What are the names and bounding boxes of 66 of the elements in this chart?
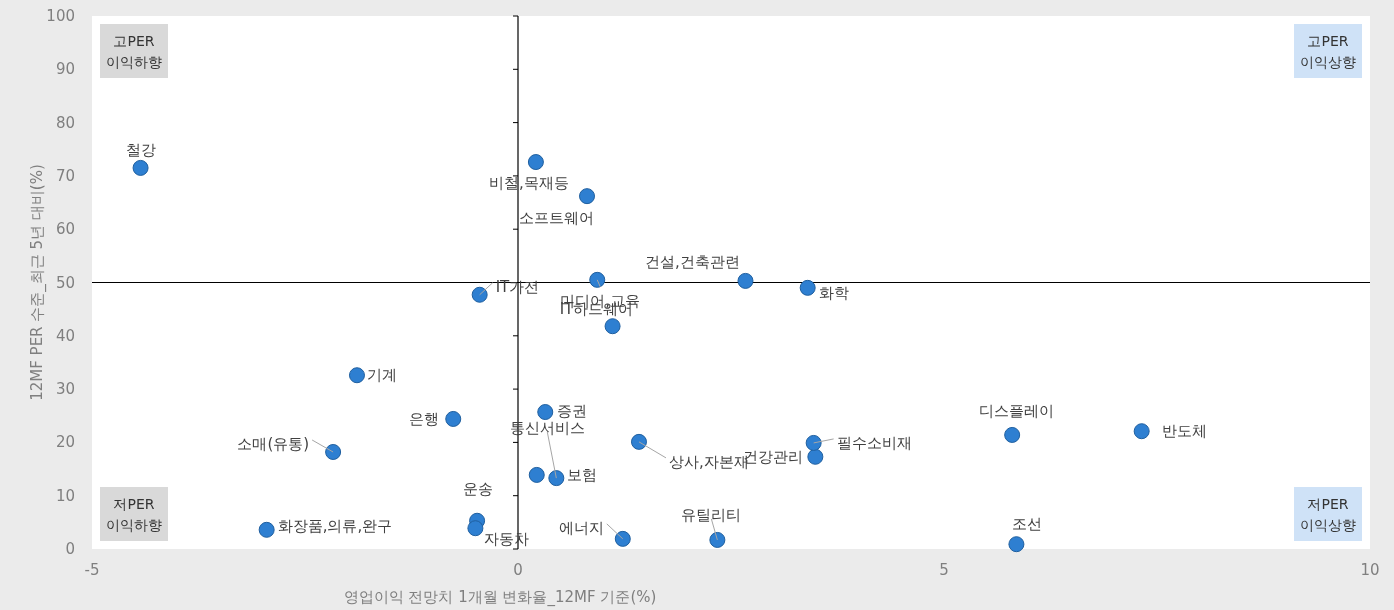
annotation: 에너지	[558, 518, 604, 537]
point	[445, 410, 462, 427]
annotation: 조선	[1012, 515, 1043, 534]
point	[799, 279, 816, 296]
point	[1008, 536, 1025, 553]
annotation: 디스플레이	[978, 401, 1054, 420]
point	[614, 530, 631, 547]
point	[467, 520, 484, 537]
y-tick-label: 0	[65, 540, 75, 558]
y-axis-title: 12MF PER 수준_최근 5년 대비(%)	[28, 164, 47, 401]
annotation: 소프트웨어	[518, 209, 594, 228]
annotation: 증권	[557, 402, 588, 421]
annotation: 저PER 이익하향	[106, 496, 162, 533]
point	[471, 286, 488, 303]
point	[1004, 426, 1021, 443]
point	[579, 188, 596, 205]
point	[132, 159, 149, 176]
annotation: 고PER 이익상향	[1300, 33, 1356, 70]
annotation: 고PER 이익하향	[106, 33, 162, 70]
y-tick-label: 100	[46, 7, 75, 25]
y-tick-label: 40	[55, 326, 75, 345]
annotation: 화학	[818, 283, 849, 302]
annotation: 반도체	[1161, 422, 1207, 441]
y-tick-label: 90	[55, 60, 75, 79]
quadrant-label: 고PER 이익하향	[100, 24, 168, 78]
point	[548, 470, 565, 487]
point	[630, 433, 647, 450]
annotation: 은행	[409, 409, 440, 428]
point	[348, 367, 365, 384]
annotation: 저PER 이익상향	[1300, 496, 1356, 533]
point	[527, 154, 544, 171]
point	[537, 404, 554, 421]
annotation: 철강	[125, 140, 156, 159]
x-tick-label: -5	[84, 561, 100, 579]
annotation: 기계	[366, 366, 397, 385]
annotation: 운송	[463, 479, 494, 498]
y-tick-label: 20	[55, 433, 75, 452]
x-tick-label: 5	[939, 561, 949, 579]
annotation: 화장품,의류,완구	[277, 516, 393, 535]
y-tick-label: 80	[55, 113, 75, 132]
annotation: 보험	[566, 465, 597, 484]
point	[258, 521, 275, 538]
annotation: 필수소비재	[836, 433, 912, 452]
point	[709, 531, 726, 548]
annotation: 유틸리티	[681, 505, 742, 524]
y-tick-label: 60	[55, 220, 75, 239]
x-tick-label: 10	[1360, 561, 1380, 579]
y-tick-label: 10	[55, 486, 75, 505]
point	[737, 272, 754, 289]
annotation: 건설,건축관련	[645, 252, 740, 271]
point	[1133, 423, 1150, 440]
point	[325, 443, 342, 460]
quadrant-label: 저PER 이익하향	[100, 487, 168, 541]
y-tick-label: 30	[55, 380, 75, 399]
quadrant-label: 저PER 이익상향	[1294, 487, 1362, 541]
x-axis-title: 영업이익 전망치 1개월 변화율_12MF 기준(%)	[343, 588, 657, 607]
quadrant-label: 고PER 이익상향	[1294, 24, 1362, 78]
point	[528, 466, 545, 483]
point	[805, 434, 822, 451]
y-tick-label: 70	[55, 166, 75, 185]
y-tick-label: 50	[55, 273, 75, 292]
point	[604, 318, 621, 335]
point	[589, 271, 606, 288]
annotation: 소매(유통)	[237, 434, 310, 453]
point	[807, 448, 824, 465]
x-tick-label: 0	[513, 561, 523, 579]
